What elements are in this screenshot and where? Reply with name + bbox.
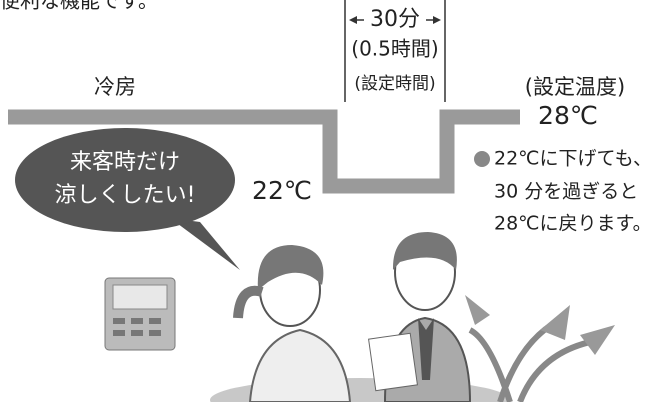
note-line: 28℃に戻ります。 <box>494 213 652 235</box>
speech-bubble <box>15 128 235 232</box>
speech-line: 来客時だけ <box>70 150 180 175</box>
setting-temperature: 28℃ <box>538 101 598 130</box>
plant <box>465 295 615 402</box>
note-line: 22℃に下げても、 <box>494 148 652 170</box>
lowered-temperature: 22℃ <box>252 176 312 205</box>
speech-line: 涼しくしたい! <box>55 183 196 208</box>
timer-duration: 30分 <box>370 7 420 32</box>
remote-control <box>104 277 176 351</box>
bullet <box>474 151 490 167</box>
mode-label: 冷房 <box>94 75 136 99</box>
bubble-tail <box>170 218 240 270</box>
temperature-line <box>8 109 520 194</box>
header-text: 便利な機能です。 <box>0 0 158 13</box>
timer-hours: (0.5時間) <box>351 37 438 61</box>
note-line: 30 分を過ぎると <box>494 181 638 203</box>
people <box>210 232 510 402</box>
timer-caption: (設定時間) <box>354 74 435 94</box>
setting-caption: (設定温度) <box>525 75 625 99</box>
